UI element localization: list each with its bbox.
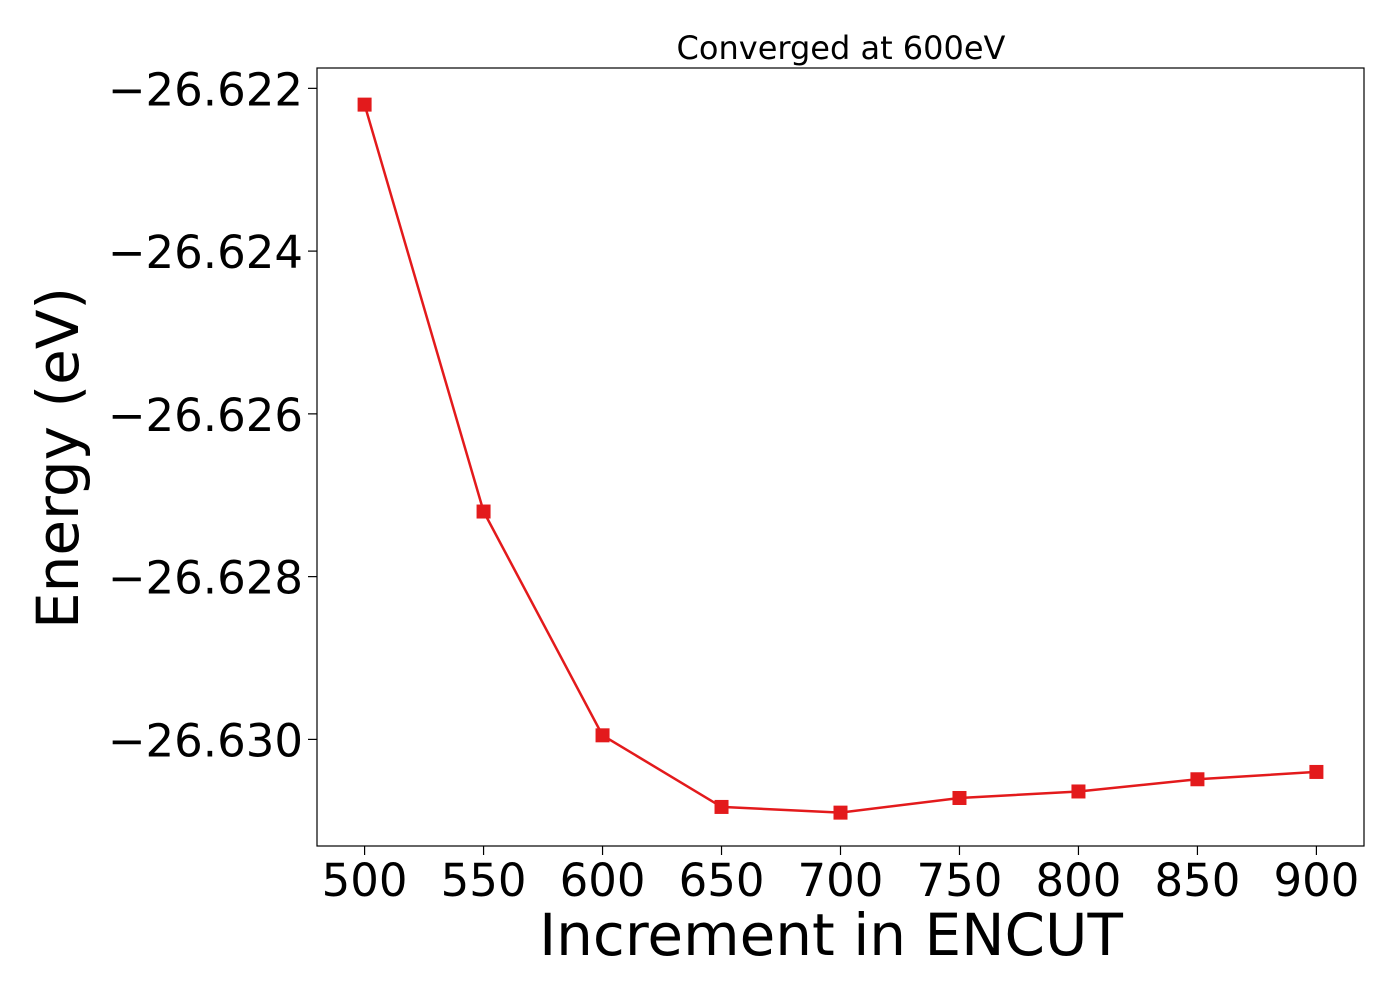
y-tick-label: −26.628 xyxy=(108,552,303,605)
x-tick-label: 750 xyxy=(917,854,1003,907)
x-axis-label: Increment in ENCUT xyxy=(539,901,1123,969)
x-axis-ticks: 500 550 600 650 700 750 800 850 900 xyxy=(322,846,1359,907)
x-tick-label: 700 xyxy=(798,854,884,907)
x-tick-label: 800 xyxy=(1036,854,1122,907)
y-tick-label: −26.622 xyxy=(108,63,303,116)
series-line xyxy=(363,104,1317,814)
data-point-marker xyxy=(952,790,967,805)
data-point-marker xyxy=(595,728,610,743)
y-axis-ticks: −26.622 −26.624 −26.626 −26.628 −26.630 xyxy=(108,63,317,767)
data-point-marker xyxy=(1190,772,1205,787)
chart-title: Converged at 600eV xyxy=(677,29,1006,67)
x-tick-label: 600 xyxy=(560,854,646,907)
data-point-marker xyxy=(1309,764,1324,779)
data-point-marker xyxy=(1071,784,1086,799)
data-point-marker xyxy=(833,805,848,820)
x-tick-label: 500 xyxy=(322,854,408,907)
data-point-marker xyxy=(357,97,372,112)
data-series xyxy=(357,97,1324,820)
x-tick-label: 550 xyxy=(441,854,527,907)
y-tick-label: −26.626 xyxy=(108,389,303,442)
data-point-marker xyxy=(476,504,491,519)
data-point-marker xyxy=(714,799,729,814)
plot-area xyxy=(316,67,1365,847)
y-tick-label: −26.630 xyxy=(108,714,303,767)
plot-frame xyxy=(316,67,1365,847)
y-tick-label: −26.624 xyxy=(108,226,303,279)
x-tick-label: 900 xyxy=(1273,854,1359,907)
y-axis-label: Energy (eV) xyxy=(24,287,92,629)
x-tick-label: 650 xyxy=(679,854,765,907)
x-tick-label: 850 xyxy=(1154,854,1240,907)
